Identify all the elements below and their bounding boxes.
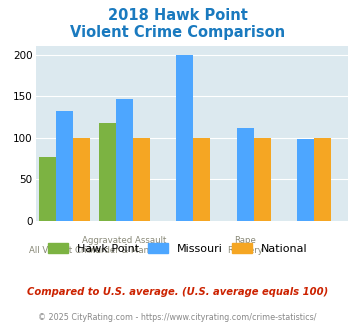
Bar [133,138,150,221]
Text: Compared to U.S. average. (U.S. average equals 100): Compared to U.S. average. (U.S. average … [27,287,328,297]
Text: 2018 Hawk Point: 2018 Hawk Point [108,8,247,23]
Bar [99,123,116,221]
Text: © 2025 CityRating.com - https://www.cityrating.com/crime-statistics/: © 2025 CityRating.com - https://www.city… [38,314,317,322]
Bar [176,55,193,221]
Text: Rape: Rape [234,236,256,245]
Text: Aggravated Assault: Aggravated Assault [82,236,167,245]
Bar [193,138,211,221]
Bar [314,138,331,221]
Bar [254,138,271,221]
Text: Robbery: Robbery [227,246,263,255]
Bar [297,139,314,221]
Bar [56,111,73,221]
Bar [237,128,254,221]
Bar [73,138,90,221]
Bar [39,157,56,221]
Text: Violent Crime Comparison: Violent Crime Comparison [70,25,285,40]
Text: Murder & Mans...: Murder & Mans... [88,246,162,255]
Legend: Hawk Point, Missouri, National: Hawk Point, Missouri, National [44,239,311,258]
Bar [116,99,133,221]
Text: All Violent Crime: All Violent Crime [29,246,100,255]
